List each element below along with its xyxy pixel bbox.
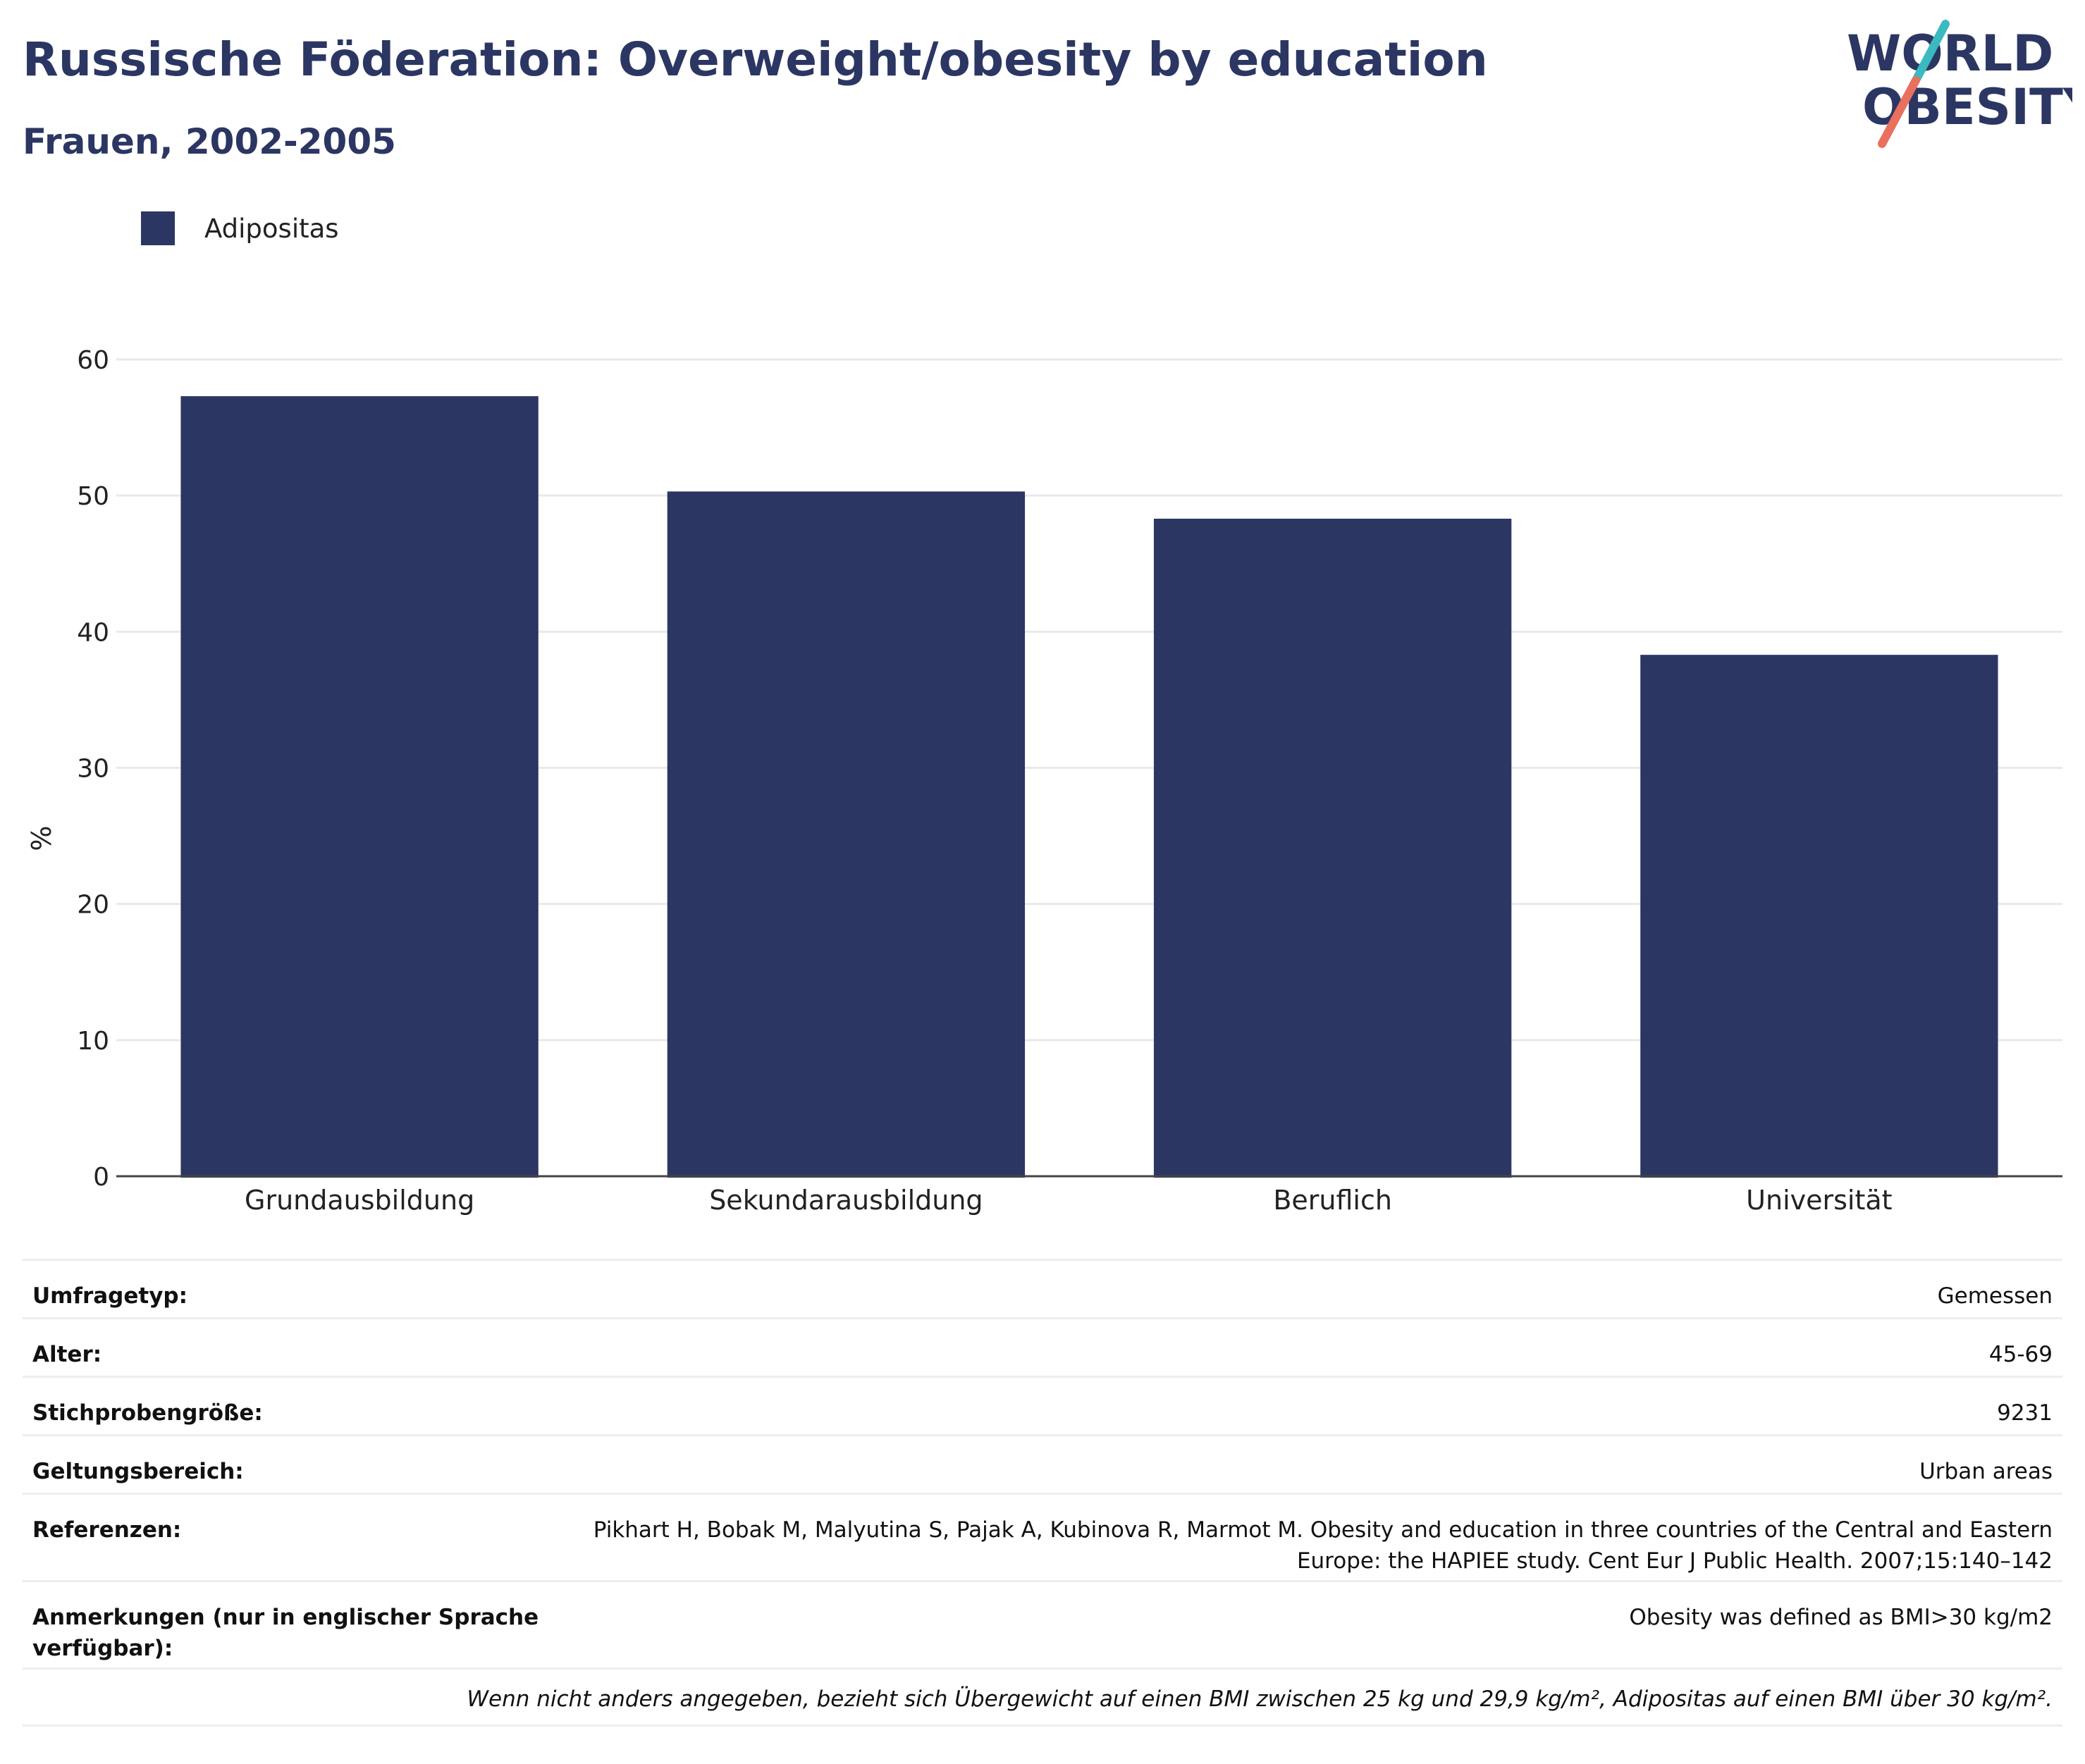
x-tick-label: Sekundarausbildung <box>709 1185 983 1216</box>
meta-row-scope: Geltungsbereich: Urban areas <box>23 1434 2062 1493</box>
bar-beruflich <box>1153 519 1512 1178</box>
bar-grundausbildung <box>180 396 539 1178</box>
meta-label: Anmerkungen (nur in englischer Sprache v… <box>32 1605 539 1661</box>
meta-row-sample-size: Stichprobengröße: 9231 <box>23 1376 2062 1434</box>
meta-row-age: Alter: 45-69 <box>23 1317 2062 1376</box>
meta-value: Obesity was defined as BMI>30 kg/m2 <box>1629 1605 2053 1630</box>
x-tick-label: Universität <box>1746 1185 1892 1216</box>
legend-label-adipositas: Adipositas <box>204 213 339 244</box>
legend-swatch-adipositas <box>141 211 175 245</box>
meta-label: Umfragetyp: <box>32 1283 187 1309</box>
chart-title: Russische Föderation: Overweight/obesity… <box>23 32 1488 87</box>
meta-value: 9231 <box>1997 1400 2053 1426</box>
metadata-table: Umfragetyp: Gemessen Alter: 45-69 Stichp… <box>23 1259 2062 1727</box>
meta-row-survey-type: Umfragetyp: Gemessen <box>23 1259 2062 1317</box>
y-tick-label: 50 <box>77 482 109 511</box>
chart-subtitle: Frauen, 2002-2005 <box>23 121 396 162</box>
meta-label: Stichprobengröße: <box>32 1400 263 1426</box>
meta-value: Pikhart H, Bobak M, Malyutina S, Pajak A… <box>537 1515 2053 1577</box>
world-obesity-logo: WORLD OBESITY <box>1847 20 2072 148</box>
y-tick-label: 30 <box>77 755 109 784</box>
meta-label: Geltungsbereich: <box>32 1459 244 1484</box>
x-tick-label: Beruflich <box>1273 1185 1392 1216</box>
y-tick-label: 40 <box>77 618 109 647</box>
x-tick-label: Grundausbildung <box>245 1185 474 1216</box>
meta-label: Alter: <box>32 1342 102 1367</box>
y-axis-title: % <box>26 825 57 851</box>
bar-universität <box>1640 655 1998 1178</box>
footnote-text: Wenn nicht anders angegeben, bezieht sic… <box>467 1686 2053 1712</box>
bars <box>180 396 1998 1178</box>
meta-value: Urban areas <box>1919 1459 2053 1484</box>
y-tick-label: 0 <box>93 1163 109 1192</box>
meta-value: 45-69 <box>1988 1342 2053 1367</box>
bar-chart: 0 10 20 30 40 50 60 Grundausbildung Sekundaraus… <box>26 346 2062 1216</box>
x-axis-ticks: Grundausbildung Sekundarausbildung Berufli… <box>245 1185 1893 1216</box>
meta-row-references: Referenzen: Pikhart H, Bobak M, Malyutin… <box>23 1493 2062 1580</box>
meta-value: Gemessen <box>1937 1283 2053 1309</box>
meta-label: Referenzen: <box>32 1517 182 1543</box>
reference-line-1: Pikhart H, Bobak M, Malyutina S, Pajak A… <box>593 1517 2053 1543</box>
footnote: Wenn nicht anders angegeben, bezieht sic… <box>23 1667 2062 1727</box>
reference-line-2: Europe: the HAPIEE study. Cent Eur J Pub… <box>1296 1548 2053 1574</box>
y-tick-label: 60 <box>77 346 109 375</box>
bar-sekundarausbildung <box>667 491 1026 1178</box>
y-axis-ticks: 0 10 20 30 40 50 60 <box>77 346 109 1192</box>
y-tick-label: 20 <box>77 891 109 920</box>
y-tick-label: 10 <box>77 1027 109 1056</box>
svg-text:WORLD: WORLD <box>1847 25 2053 82</box>
meta-row-notes: Anmerkungen (nur in englischer Sprache v… <box>23 1580 2062 1667</box>
legend: Adipositas <box>141 210 339 247</box>
